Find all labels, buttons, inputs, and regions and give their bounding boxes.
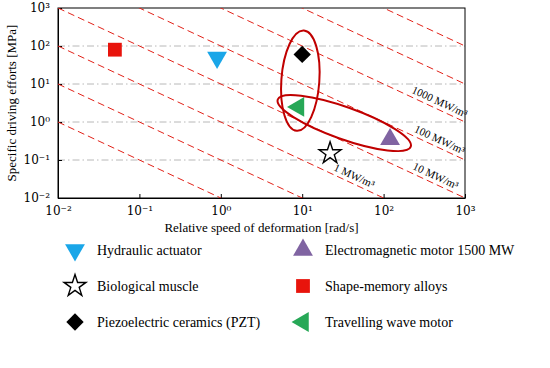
x-tick-mark — [384, 194, 385, 198]
power-line-label: 1000 MW/m³ — [410, 83, 470, 119]
point-group — [294, 46, 311, 63]
point-group — [108, 43, 122, 57]
legend-label: Shape-memory alloys — [325, 279, 447, 294]
grid-line — [58, 160, 465, 161]
data-point — [207, 52, 227, 69]
x-axis-line — [59, 198, 466, 199]
legend-item: Piezoelectric ceramics (PZT) — [66, 313, 260, 331]
grid-line — [58, 84, 465, 85]
y-axis-line — [58, 9, 59, 199]
y-tick-label: 10⁻¹ — [24, 153, 50, 167]
power-density-line — [58, 122, 465, 198]
y-tick: 10⁻² — [24, 191, 62, 205]
data-layer — [58, 8, 465, 198]
x-tick: 10⁰ — [211, 194, 231, 218]
y-tick: 10³ — [30, 1, 62, 15]
data-point — [294, 46, 311, 63]
power-line-label: 100 MW/m³ — [413, 123, 468, 157]
y-tick-label: 10¹ — [30, 77, 50, 91]
y-tick-label: 10³ — [30, 1, 50, 15]
legend-marker — [296, 279, 310, 293]
x-tick-mark — [221, 194, 222, 198]
legend-label: Electromagnetic motor 1500 MW — [325, 243, 515, 258]
data-point — [108, 43, 122, 57]
legend-item: Electromagnetic motor 1500 MW — [293, 239, 515, 258]
plot-area: 10⁻² 10⁻¹ 10⁰ 10¹ 10² 10³ 10⁻² 10⁻¹ 10⁰ 10¹ 10² 10³… — [24, 0, 476, 312]
x-tick-label: 10² — [374, 204, 394, 218]
legend-label: Travelling wave motor — [325, 315, 453, 330]
legend-label: Hydraulic actuator — [97, 243, 202, 258]
x-tick-label: 10⁻² — [45, 204, 72, 218]
x-axis-title: Relative speed of deformation [rad/s] — [164, 220, 358, 235]
legend-item: Travelling wave motor — [292, 312, 454, 332]
legend-item: Hydraulic actuator — [65, 243, 202, 261]
y-tick: 10⁰ — [30, 115, 62, 129]
y-axis: 10⁻² 10⁻¹ 10⁰ 10¹ 10² 10³ — [24, 1, 62, 205]
y-tick-mark — [58, 198, 62, 199]
plot-frame — [58, 8, 465, 198]
x-tick-label: 10⁻¹ — [127, 204, 153, 218]
y-axis-title: Specific driving efforts [MPa] — [4, 25, 19, 182]
legend-label: Biological muscle — [97, 279, 198, 294]
y-tick-mark — [58, 160, 62, 161]
power-density-line — [58, 8, 465, 46]
x-tick-mark — [139, 194, 140, 198]
y-tick: 10⁻¹ — [24, 153, 62, 167]
x-tick-mark — [465, 194, 466, 198]
y-tick-label: 10⁻² — [24, 191, 51, 205]
x-tick: 10¹ — [293, 194, 313, 218]
legend-marker — [64, 274, 86, 295]
point-group — [207, 52, 227, 69]
legend-marker — [292, 312, 309, 332]
legend: Hydraulic actuator Electromagnetic motor … — [64, 239, 515, 332]
y-tick: 10² — [30, 39, 62, 53]
x-tick: 10³ — [455, 194, 475, 218]
y-tick-label: 10² — [30, 39, 50, 53]
x-tick: 10⁻¹ — [127, 194, 153, 218]
x-tick-label: 10¹ — [293, 204, 313, 218]
legend-label: Piezoelectric ceramics (PZT) — [97, 315, 261, 331]
legend-item: Shape-memory alloys — [296, 279, 447, 294]
x-tick-label: 10⁰ — [211, 204, 231, 218]
power-line-label: 10 MW/m³ — [411, 160, 461, 192]
grid-line — [58, 122, 465, 123]
power-line-label: 1 MW/m³ — [332, 161, 377, 190]
power-density-line — [58, 8, 465, 84]
data-point — [319, 142, 341, 163]
highlight-ellipse — [278, 29, 323, 132]
power-density-line — [58, 8, 465, 198]
x-tick-mark — [302, 194, 303, 198]
legend-marker — [66, 313, 83, 330]
x-tick-label: 10³ — [455, 204, 475, 218]
y-tick-label: 10⁰ — [30, 115, 50, 129]
x-tick: 10² — [374, 194, 394, 218]
power-density-line — [58, 8, 465, 160]
power-density-line — [58, 46, 465, 198]
legend-marker — [65, 244, 85, 261]
point-group — [319, 142, 341, 163]
x-axis: 10⁻² 10⁻¹ 10⁰ 10¹ 10² 10³ — [45, 194, 475, 218]
highlight-ellipse — [272, 84, 416, 161]
legend-marker — [293, 239, 313, 256]
y-tick: 10¹ — [30, 77, 62, 91]
power-density-line — [58, 8, 465, 122]
chart: 10⁻² 10⁻¹ 10⁰ 10¹ 10² 10³ 10⁻² 10⁻¹ 10⁰ 10¹ 10² 10³… — [0, 0, 550, 368]
legend-item: Biological muscle — [64, 274, 198, 295]
